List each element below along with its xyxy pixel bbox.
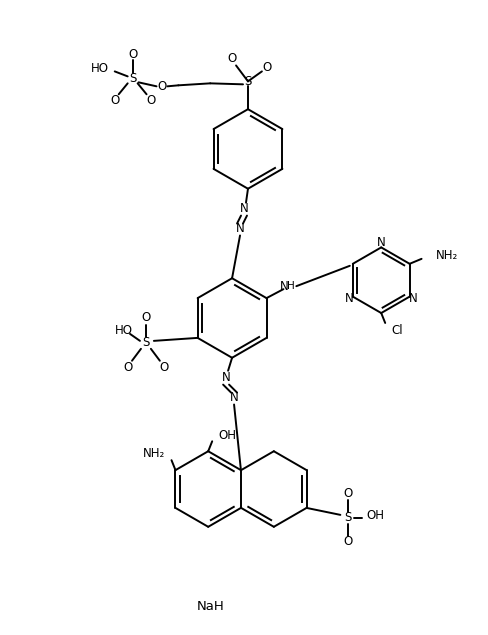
Text: O: O [227,52,236,65]
Text: H: H [286,281,294,291]
Text: O: O [123,361,132,374]
Text: O: O [110,94,119,107]
Text: N: N [408,292,417,305]
Text: NH₂: NH₂ [143,447,165,460]
Text: O: O [343,535,352,548]
Text: N: N [235,222,244,235]
Text: N: N [221,371,230,384]
Text: O: O [158,80,167,93]
Text: N: N [229,391,238,404]
Text: O: O [159,361,168,374]
Text: S: S [344,511,351,525]
Text: S: S [142,337,149,349]
Text: Cl: Cl [390,324,402,337]
Text: HO: HO [115,324,133,337]
Text: S: S [129,72,136,85]
Text: OH: OH [218,429,236,442]
Text: O: O [343,488,352,500]
Text: O: O [262,61,271,74]
Text: NH₂: NH₂ [435,250,457,262]
Text: N: N [376,236,385,249]
Text: O: O [145,94,155,107]
Text: HO: HO [91,62,108,75]
Text: NaH: NaH [196,600,224,613]
Text: OH: OH [366,509,384,523]
Text: O: O [128,48,137,61]
Text: N: N [344,292,352,305]
Text: N: N [239,202,248,215]
Text: O: O [141,312,150,324]
Text: N: N [280,279,288,293]
Text: S: S [244,75,251,88]
